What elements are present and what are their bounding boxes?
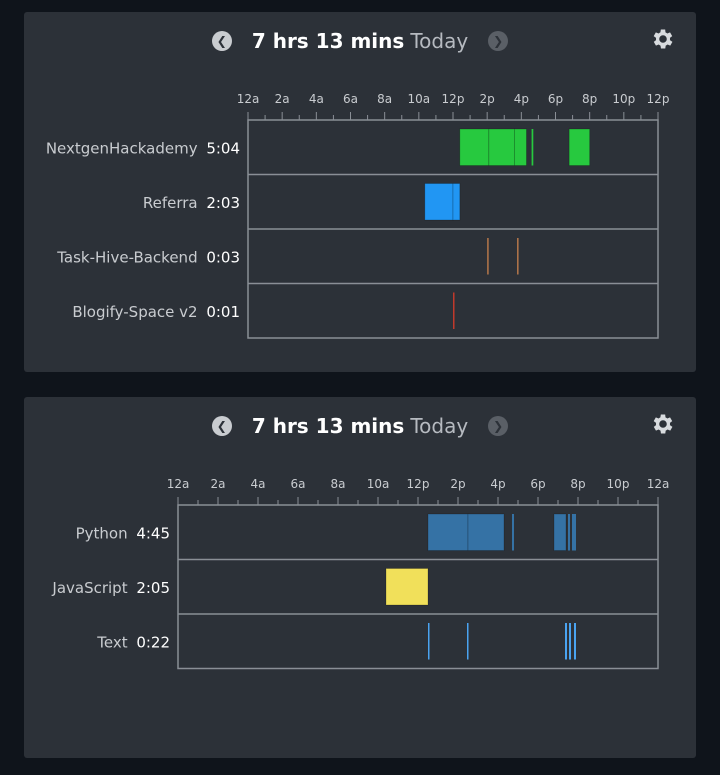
- row-duration: 4:45: [136, 524, 170, 542]
- activity-segment[interactable]: [467, 513, 505, 551]
- chevron-left-icon[interactable]: ❮: [211, 31, 232, 51]
- activity-segment[interactable]: [517, 238, 519, 275]
- tick-label: 10p: [612, 92, 635, 106]
- activity-segment[interactable]: [512, 514, 514, 551]
- gear-icon[interactable]: [650, 26, 676, 52]
- tick-label: 6a: [343, 92, 358, 106]
- tick-label: 12p: [442, 92, 465, 106]
- row-duration: 2:05: [136, 579, 170, 597]
- tick-label: 6p: [548, 92, 563, 106]
- tick-label: 12a: [237, 92, 260, 106]
- gear-icon[interactable]: [650, 411, 676, 437]
- row-label: Blogify-Space v2: [72, 303, 197, 321]
- activity-segment[interactable]: [459, 128, 490, 166]
- tick-label: 10a: [408, 92, 431, 106]
- activity-segment[interactable]: [385, 568, 429, 606]
- chevron-right-icon[interactable]: ❯: [488, 31, 509, 51]
- tick-label: 4p: [490, 477, 505, 491]
- date-range: Today: [410, 414, 469, 438]
- chevron-left-icon[interactable]: ❮: [211, 416, 232, 436]
- tick-label: 2a: [275, 92, 290, 106]
- tick-label: 4p: [514, 92, 529, 106]
- tick-label: 10a: [367, 477, 390, 491]
- tick-label: 12a: [167, 477, 190, 491]
- plot-frame: [177, 504, 659, 670]
- tick-label: 6p: [530, 477, 545, 491]
- activity-segment[interactable]: [428, 623, 430, 660]
- tick-label: 8a: [377, 92, 392, 106]
- tick-label: 2a: [211, 477, 226, 491]
- tick-label: 8a: [331, 477, 346, 491]
- row-duration: 2:03: [206, 194, 240, 212]
- tick-label: 8p: [570, 477, 585, 491]
- activity-segment[interactable]: [467, 623, 469, 660]
- row-label: Task-Hive-Backend: [56, 248, 197, 266]
- date-range: Today: [410, 29, 469, 53]
- activity-segment[interactable]: [514, 128, 527, 166]
- activity-segment[interactable]: [574, 623, 576, 660]
- activity-segment[interactable]: [424, 183, 454, 221]
- tick-label: 2p: [480, 92, 495, 106]
- total-time: 7 hrs 13 mins: [251, 29, 405, 53]
- row-duration: 5:04: [206, 139, 240, 157]
- tick-label: 6a: [291, 477, 306, 491]
- activity-segment[interactable]: [427, 513, 469, 551]
- tick-label: 12p: [407, 477, 430, 491]
- tick-label: 10p: [607, 477, 630, 491]
- activity-segment[interactable]: [453, 292, 455, 330]
- activity-segment[interactable]: [568, 128, 591, 166]
- header-summary: 7 hrs 13 mins Today: [252, 29, 468, 53]
- row-label: Python: [76, 524, 128, 542]
- row-duration: 0:22: [136, 633, 170, 651]
- tick-label: 4a: [309, 92, 324, 106]
- activity-segment[interactable]: [569, 623, 571, 660]
- panel-header: ❮ 7 hrs 13 mins Today ❯: [24, 26, 696, 56]
- activity-segment[interactable]: [452, 183, 461, 221]
- chevron-right-icon[interactable]: ❯: [488, 416, 509, 436]
- languages-panel: ❮ 7 hrs 13 mins Today ❯ 12a 2a 4a 6a 8a 10a 12p…: [24, 397, 696, 758]
- projects-panel: ❮ 7 hrs 13 mins Today ❯ 12a 2a 4a 6a 8a 10a 12p…: [24, 12, 696, 372]
- panel-header: ❮ 7 hrs 13 mins Today ❯: [24, 411, 696, 441]
- activity-segment[interactable]: [568, 514, 570, 551]
- row-duration: 0:01: [206, 303, 240, 321]
- row-duration: 0:03: [206, 248, 240, 266]
- activity-segment[interactable]: [565, 623, 567, 660]
- row-label: Referra: [143, 194, 198, 212]
- row-label: Text: [96, 633, 127, 651]
- activity-segment[interactable]: [487, 238, 489, 275]
- activity-segment[interactable]: [531, 129, 534, 166]
- activity-segment[interactable]: [488, 128, 515, 166]
- activity-segment[interactable]: [572, 514, 576, 551]
- languages-timeline-chart: 12a 2a 4a 6a 8a 10a 12p 2p 4p 6p 8p 10p 12a 4:45 Pytho…: [51, 477, 670, 670]
- tick-label: 4a: [251, 477, 266, 491]
- tick-label: 12p: [647, 92, 670, 106]
- row-label: JavaScript: [51, 579, 127, 597]
- tick-label: 12a: [647, 477, 670, 491]
- header-summary: 7 hrs 13 mins Today: [252, 414, 468, 438]
- tick-label: 2p: [450, 477, 465, 491]
- activity-segment[interactable]: [553, 513, 567, 551]
- projects-timeline-chart: 12a 2a 4a 6a 8a 10a 12p 2p 4p 6p 8p 10p 12p 5:04 Nextg…: [46, 92, 670, 339]
- row-label: NextgenHackademy: [46, 139, 198, 157]
- total-time: 7 hrs 13 mins: [251, 414, 405, 438]
- tick-label: 8p: [582, 92, 597, 106]
